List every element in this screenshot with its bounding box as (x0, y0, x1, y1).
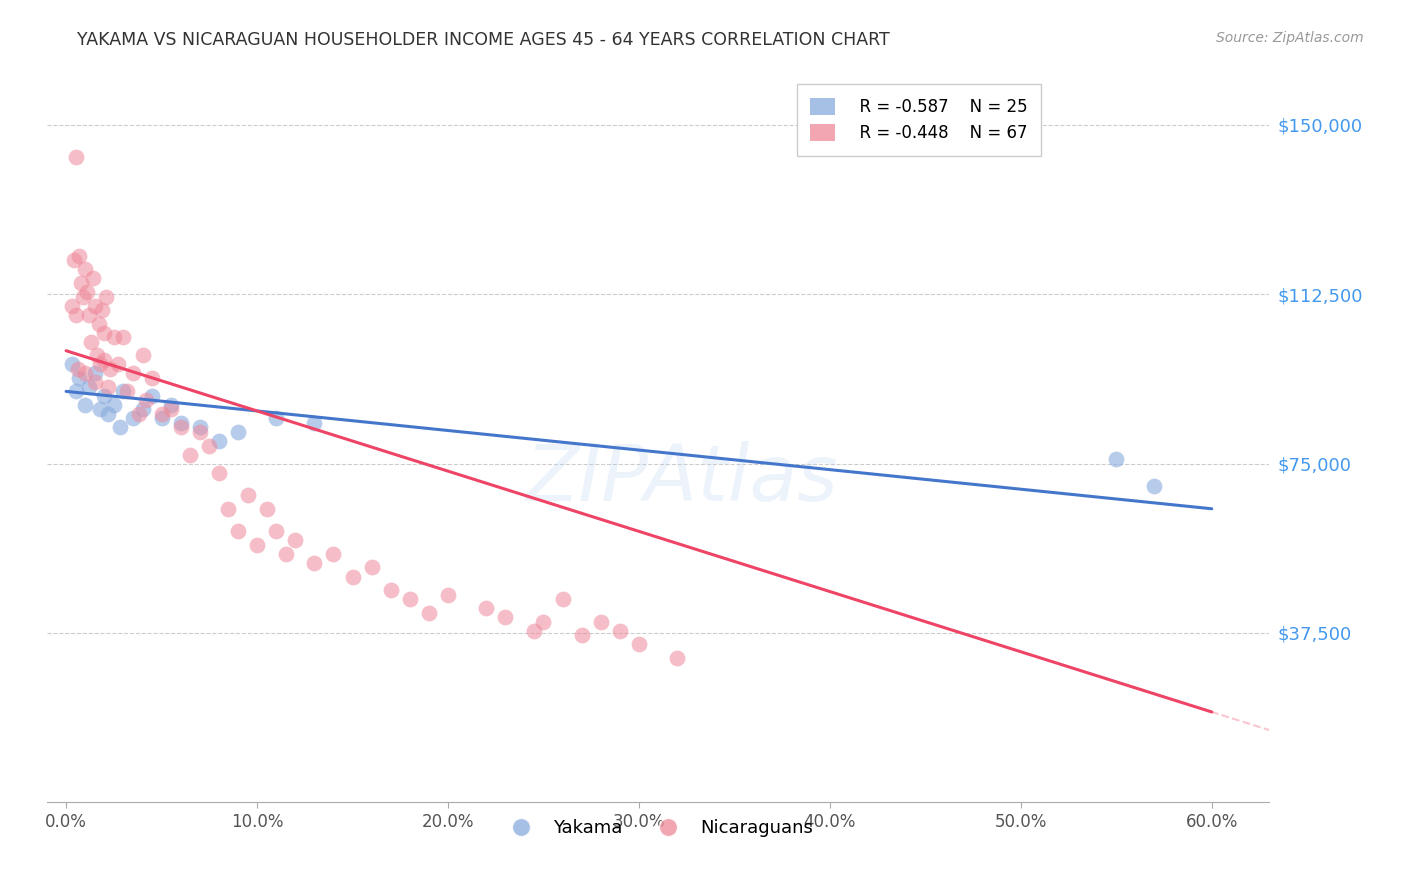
Point (418, 606, 440, 620)
Point (523, 624, 546, 638)
Point (342, 569, 364, 583)
Point (398, 592, 420, 607)
Point (236, 488, 259, 502)
Legend: Yakama, Nicaraguans: Yakama, Nicaraguans (495, 812, 821, 845)
Point (141, 371, 163, 385)
Point (217, 501, 239, 516)
Point (83, 376, 105, 390)
Point (122, 411, 145, 425)
Point (627, 637, 650, 651)
Point (226, 425, 249, 439)
Point (131, 348, 153, 362)
Point (60, 299, 83, 313)
Point (93, 352, 115, 367)
Point (304, 416, 326, 430)
Point (83, 299, 105, 313)
Point (83, 367, 105, 381)
Point (1105, 452, 1128, 467)
Point (70, 276, 93, 290)
Point (93, 389, 115, 403)
Point (80, 334, 103, 349)
Point (107, 357, 129, 371)
Point (533, 615, 555, 629)
Point (360, 560, 382, 574)
Point (112, 330, 135, 344)
Text: YAKAMA VS NICARAGUAN HOUSEHOLDER INCOME AGES 45 - 64 YEARS CORRELATION CHART: YAKAMA VS NICARAGUAN HOUSEHOLDER INCOME … (77, 31, 890, 49)
Point (62, 253, 84, 268)
Point (96, 289, 118, 303)
Point (103, 398, 125, 412)
Point (322, 547, 344, 561)
Point (89, 357, 111, 371)
Point (208, 466, 231, 480)
Point (188, 420, 211, 434)
Point (97, 407, 120, 421)
Point (115, 384, 138, 399)
Point (666, 650, 689, 665)
Point (494, 610, 516, 624)
Point (131, 402, 153, 417)
Text: Source: ZipAtlas.com: Source: ZipAtlas.com (1216, 31, 1364, 45)
Point (135, 393, 157, 408)
Point (72, 289, 94, 303)
Point (65, 384, 87, 399)
Point (65, 150, 87, 164)
Point (75, 262, 97, 277)
Point (246, 538, 269, 552)
Point (128, 407, 150, 421)
Point (97, 380, 120, 394)
Point (256, 501, 278, 516)
Point (69, 249, 91, 263)
Point (304, 556, 326, 570)
Point (208, 434, 231, 448)
Point (571, 628, 593, 642)
Point (87, 317, 110, 331)
Point (76, 285, 98, 299)
Point (1143, 479, 1166, 493)
Point (69, 371, 91, 385)
Point (551, 592, 574, 607)
Point (82, 271, 104, 285)
Point (170, 416, 193, 430)
Point (226, 524, 249, 539)
Point (198, 439, 221, 453)
Point (150, 411, 173, 425)
Point (89, 402, 111, 417)
Point (93, 326, 115, 340)
Point (103, 330, 125, 344)
Point (264, 411, 287, 425)
Point (77, 380, 100, 394)
Point (141, 389, 163, 403)
Point (91, 303, 114, 318)
Point (609, 624, 631, 638)
Point (75, 367, 97, 381)
Point (86, 348, 108, 362)
Point (589, 615, 612, 629)
Point (66, 361, 89, 376)
Text: ZIPAtlas: ZIPAtlas (526, 442, 839, 517)
Point (160, 398, 183, 412)
Point (108, 420, 131, 434)
Point (274, 547, 297, 561)
Point (60, 357, 83, 371)
Point (264, 524, 287, 539)
Point (122, 367, 145, 381)
Point (475, 601, 498, 615)
Point (150, 407, 173, 421)
Point (437, 588, 460, 602)
Point (160, 402, 183, 417)
Point (179, 448, 201, 462)
Point (380, 582, 402, 597)
Point (75, 398, 97, 412)
Point (284, 533, 307, 548)
Point (77, 308, 100, 322)
Point (170, 420, 193, 434)
Point (112, 384, 135, 399)
Point (98, 361, 121, 376)
Point (188, 425, 211, 439)
Point (65, 308, 87, 322)
